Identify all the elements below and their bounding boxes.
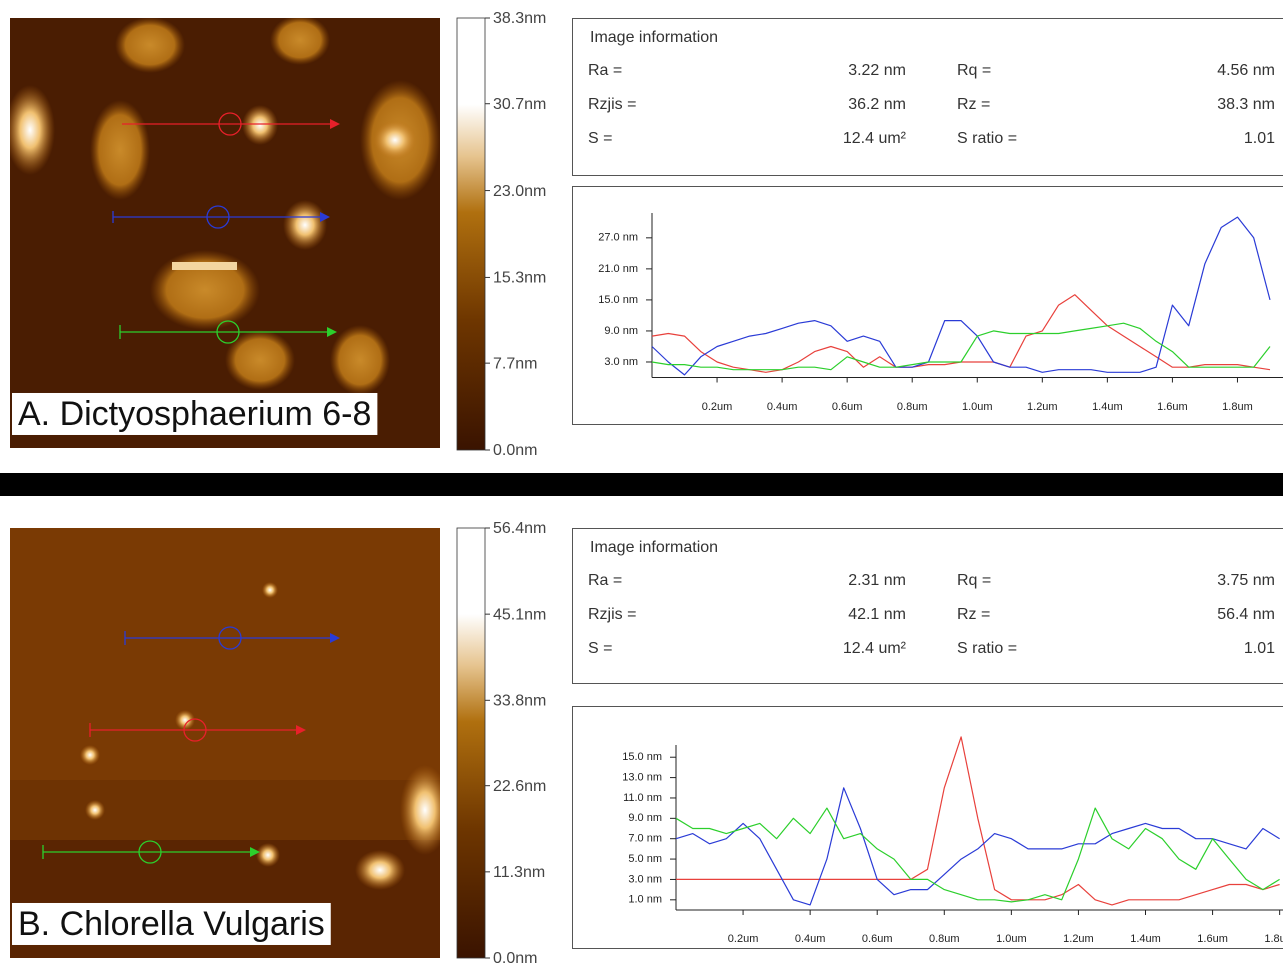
x-tick-label: 0.8um xyxy=(897,401,928,413)
y-tick-label: 15.0 nm xyxy=(598,294,638,306)
colorbar-tick-label: 11.3nm xyxy=(493,864,545,881)
y-tick-label: 1.0 nm xyxy=(628,894,662,906)
chart-box xyxy=(572,706,1283,949)
info-key: S ratio = xyxy=(957,640,1017,657)
info-key: Rz = xyxy=(957,606,990,623)
info-value: 12.4 um² xyxy=(843,130,907,147)
colorbar-tick-label: 30.7nm xyxy=(493,96,546,113)
info-value: 12.4 um² xyxy=(843,640,907,657)
colorbar-tick-label: 0.0nm xyxy=(493,442,537,459)
info-key: S ratio = xyxy=(957,130,1017,147)
info-key: S = xyxy=(588,130,612,147)
y-tick-label: 3.0 nm xyxy=(628,873,662,885)
profile-line xyxy=(675,807,1280,903)
colorbar xyxy=(456,17,486,451)
y-tick-label: 11.0 nm xyxy=(623,792,662,804)
y-tick-label: 7.0 nm xyxy=(628,833,662,845)
info-title: Image information xyxy=(590,539,718,556)
label-background xyxy=(12,902,331,945)
info-value: 4.56 nm xyxy=(1217,62,1275,79)
x-tick-label: 1.2um xyxy=(1027,401,1058,413)
x-tick-label: 1.2um xyxy=(1063,933,1094,945)
x-tick-label: 1.0um xyxy=(962,401,993,413)
x-tick-label: 1.8um xyxy=(1222,401,1253,413)
y-tick-label: 5.0 nm xyxy=(628,853,662,865)
y-tick-label: 3.0 nm xyxy=(604,356,638,368)
y-tick-label: 9.0 nm xyxy=(628,812,662,824)
colorbar-tick-label: 15.3nm xyxy=(493,270,546,287)
colorbar-tick-label: 22.6nm xyxy=(493,778,546,795)
info-box xyxy=(572,528,1283,684)
y-tick-label: 15.0 nm xyxy=(622,751,662,763)
x-tick-label: 1.6um xyxy=(1197,933,1228,945)
colorbar-tick-label: 38.3nm xyxy=(493,10,546,27)
info-value: 2.31 nm xyxy=(848,572,906,589)
afm-image xyxy=(10,528,440,958)
info-key: Ra = xyxy=(588,62,622,79)
x-tick-label: 1.4um xyxy=(1130,933,1161,945)
x-tick-label: 0.6um xyxy=(862,933,893,945)
image-label: A. Dictyosphaerium 6-8 xyxy=(18,395,371,433)
colorbar-tick-label: 0.0nm xyxy=(493,950,537,963)
y-tick-label: 27.0 nm xyxy=(598,232,638,244)
x-tick-label: 1.6um xyxy=(1157,401,1188,413)
info-key: Rq = xyxy=(957,62,991,79)
scan-lines xyxy=(42,626,340,864)
profile-line xyxy=(651,322,1271,371)
colorbar-tick-label: 7.7nm xyxy=(493,355,537,372)
info-value: 1.01 xyxy=(1244,130,1275,147)
profile-line xyxy=(676,736,1280,906)
image-label: B. Chlorella Vulgaris xyxy=(18,905,325,943)
colorbar xyxy=(456,527,486,959)
colorbar-tick-label: 23.0nm xyxy=(493,183,546,200)
x-tick-label: 1.0um xyxy=(996,933,1027,945)
colorbar-tick-label: 33.8nm xyxy=(493,693,546,710)
info-value: 1.01 xyxy=(1244,640,1275,657)
info-value: 38.3 nm xyxy=(1217,96,1275,113)
info-key: Rq = xyxy=(957,572,991,589)
y-tick-label: 21.0 nm xyxy=(598,263,638,275)
x-tick-label: 0.2um xyxy=(702,401,733,413)
profile-line xyxy=(651,216,1271,376)
label-background xyxy=(12,392,378,435)
x-tick-label: 1.4um xyxy=(1092,401,1123,413)
x-tick-label: 0.4um xyxy=(767,401,798,413)
afm-image xyxy=(10,18,440,448)
info-value: 56.4 nm xyxy=(1217,606,1275,623)
colorbar-tick-label: 56.4nm xyxy=(493,520,546,537)
colorbar-tick-label: 45.1nm xyxy=(493,606,546,623)
y-tick-label: 9.0 nm xyxy=(604,325,638,337)
info-value: 3.22 nm xyxy=(848,62,906,79)
y-tick-label: 13.0 nm xyxy=(622,771,662,783)
info-box xyxy=(572,18,1283,176)
x-tick-label: 0.6um xyxy=(832,401,863,413)
chart-box xyxy=(572,186,1283,425)
x-tick-label: 0.4um xyxy=(795,933,826,945)
info-value: 3.75 nm xyxy=(1217,572,1275,589)
info-key: Ra = xyxy=(588,572,622,589)
info-key: Rzjis = xyxy=(588,96,636,113)
info-key: Rzjis = xyxy=(588,606,636,623)
info-title: Image information xyxy=(590,29,718,46)
profile-line xyxy=(651,294,1271,373)
info-value: 42.1 nm xyxy=(848,606,906,623)
x-tick-label: 1.8um xyxy=(1264,933,1283,945)
info-key: S = xyxy=(588,640,612,657)
x-tick-label: 0.2um xyxy=(728,933,759,945)
divider xyxy=(0,473,1283,496)
profile-line xyxy=(675,787,1280,906)
info-key: Rz = xyxy=(957,96,990,113)
info-value: 36.2 nm xyxy=(848,96,906,113)
x-tick-label: 0.8um xyxy=(929,933,960,945)
scan-lines xyxy=(112,112,340,344)
